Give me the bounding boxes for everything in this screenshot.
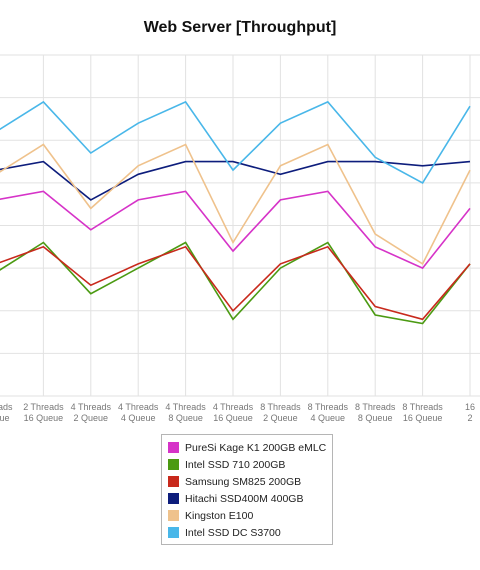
legend-item[interactable]: PureSi Kage K1 200GB eMLC [168,439,332,456]
x-tick-label-line: 16 Queue [24,413,64,423]
x-tick-label-line: 16 Queue [213,413,253,423]
x-tick-label-line: 8 Threads [260,402,301,412]
x-tick-label-line: 8 Threads [402,402,443,412]
x-tick-label: 4 Threads 16 Queue [213,402,254,423]
chart-legend: PureSi Kage K1 200GB eMLC Intel SSD 710 2… [161,434,333,545]
legend-item[interactable]: Hitachi SSD400M 400GB [168,490,332,507]
x-tick-label: 4 Threads 2 Queue [71,402,112,423]
legend-item[interactable]: Intel SSD 710 200GB [168,456,332,473]
x-tick-label: 2 Threads 16 Queue [23,402,64,423]
series-line-2 [0,245,471,321]
x-tick-label-line: 16 Queue [403,413,443,423]
x-tick-label: 16 2 [465,402,475,423]
legend-swatch [168,493,179,504]
legend-label: Kingston E100 [185,509,254,522]
legend-item[interactable]: Intel SSD DC S3700 [168,524,332,541]
x-tick-label: 4 Threads 4 Queue [118,402,159,423]
x-tick-label: 8 Threads 4 Queue [308,402,349,423]
legend-swatch [168,476,179,487]
x-tick-label-line: 4 Queue [311,413,346,423]
x-tick-label-line: Queue [0,413,10,423]
x-tick-label-line: 8 Threads [308,402,349,412]
legend-swatch [168,527,179,538]
series-line-1 [0,241,471,325]
x-tick-label: 8 Threads 8 Queue [355,402,396,423]
x-tick-label-line: 8 Threads [355,402,396,412]
series-line-4 [0,143,471,266]
x-tick-label: ThreadsQueue [0,402,13,423]
legend-label: Samsung SM825 200GB [185,475,302,488]
legend-label: Intel SSD DC S3700 [185,526,281,539]
x-tick-label: 8 Threads 2 Queue [260,402,301,423]
x-tick-label-line: 8 Queue [358,413,393,423]
legend-label: PureSi Kage K1 200GB eMLC [185,441,327,454]
x-tick-label-line: 8 Queue [168,413,203,423]
legend-item[interactable]: Samsung SM825 200GB [168,473,332,490]
x-tick-label: 8 Threads 16 Queue [402,402,443,423]
legend-swatch [168,510,179,521]
x-tick-label-line: 4 Threads [165,402,206,412]
legend-label: Hitachi SSD400M 400GB [185,492,304,505]
legend-label: Intel SSD 710 200GB [185,458,286,471]
x-tick-label-line: 4 Queue [121,413,156,423]
legend-swatch [168,442,179,453]
series-line-0 [0,190,471,270]
x-tick-label-line: 4 Threads [71,402,112,412]
x-tick-label-line: 2 Queue [74,413,109,423]
x-tick-label-line: 16 [465,402,475,412]
x-tick-label-line: 4 Threads [118,402,159,412]
legend-item[interactable]: Kingston E100 [168,507,332,524]
x-tick-label: 4 Threads 8 Queue [165,402,206,423]
x-tick-label-line: 2 Threads [23,402,64,412]
x-tick-label-line: 2 [467,413,472,423]
chart-title: Web Server [Throughput] [143,19,337,36]
x-tick-label-line: 4 Threads [213,402,254,412]
series-line-5 [0,100,471,184]
x-tick-label-line: Threads [0,402,13,412]
x-tick-label-line: 2 Queue [263,413,298,423]
legend-swatch [168,459,179,470]
